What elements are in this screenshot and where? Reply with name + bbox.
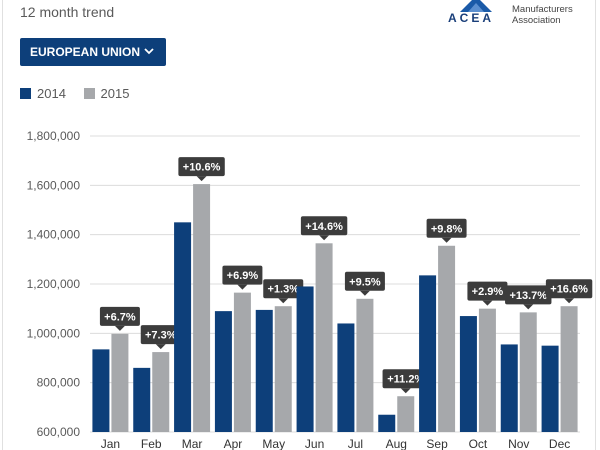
legend-swatch-2014 bbox=[20, 88, 31, 99]
change-badge bbox=[222, 265, 263, 285]
change-badge-pointer bbox=[196, 176, 207, 182]
logo-text: ACEA bbox=[448, 11, 495, 25]
change-badge-pointer bbox=[564, 298, 575, 304]
change-label: +2.9% bbox=[472, 286, 504, 298]
chart-subtitle: 12 month trend bbox=[20, 4, 115, 20]
legend-label-2014: 2014 bbox=[37, 86, 66, 101]
legend-item-2014[interactable]: 2014 bbox=[20, 86, 66, 101]
change-badge-pointer bbox=[400, 388, 411, 394]
logo-line-2: Association bbox=[512, 15, 561, 26]
bar-2015-feb[interactable] bbox=[152, 352, 170, 432]
change-label: +13.7% bbox=[509, 290, 547, 302]
change-badge-pointer bbox=[441, 237, 452, 243]
change-label: +11.2% bbox=[387, 374, 424, 386]
x-tick-label: Oct bbox=[469, 437, 488, 450]
change-badge bbox=[263, 279, 304, 299]
bar-2015-jul[interactable] bbox=[356, 298, 374, 432]
y-tick-label: 1,200,000 bbox=[27, 277, 81, 291]
change-label: +14.6% bbox=[305, 221, 343, 233]
acea-logo-icon bbox=[460, 0, 492, 12]
logo-line-1: Manufacturers bbox=[512, 4, 573, 15]
bar-2014-nov[interactable] bbox=[500, 344, 518, 432]
bar-2015-aug[interactable] bbox=[397, 396, 415, 432]
x-tick-label: Jan bbox=[101, 437, 120, 450]
change-badge bbox=[300, 216, 348, 236]
bar-2014-oct[interactable] bbox=[459, 316, 477, 432]
y-tick-label: 600,000 bbox=[37, 425, 81, 439]
chevron-down-icon bbox=[144, 48, 154, 55]
acea-logo: ACEA Manufacturers Association bbox=[448, 0, 598, 30]
bar-2015-nov[interactable] bbox=[519, 312, 537, 432]
y-tick-label: 1,600,000 bbox=[27, 178, 81, 192]
change-badge-pointer bbox=[359, 290, 370, 296]
change-badge bbox=[344, 271, 385, 291]
change-label: +9.8% bbox=[431, 223, 463, 235]
change-badge bbox=[426, 218, 467, 238]
change-badge-pointer bbox=[155, 344, 166, 350]
change-badge-pointer bbox=[237, 284, 248, 290]
bar-2015-oct[interactable] bbox=[478, 308, 496, 432]
region-dropdown-label: EUROPEAN UNION bbox=[30, 45, 141, 59]
legend-swatch-2015 bbox=[83, 88, 95, 99]
bar-2015-may[interactable] bbox=[274, 306, 292, 432]
change-label: +6.9% bbox=[227, 270, 259, 282]
change-badge bbox=[505, 285, 552, 305]
region-dropdown[interactable]: EUROPEAN UNION bbox=[20, 38, 166, 66]
y-tick-label: 800,000 bbox=[37, 376, 81, 390]
legend-item-2015[interactable]: 2015 bbox=[83, 86, 130, 101]
x-tick-label: Sep bbox=[426, 437, 448, 450]
change-badge bbox=[467, 281, 508, 301]
change-badge bbox=[99, 306, 140, 326]
bar-2015-sep[interactable] bbox=[438, 245, 456, 432]
change-badge bbox=[140, 325, 181, 345]
change-label: +9.5% bbox=[349, 276, 381, 288]
y-tick-label: 1,800,000 bbox=[27, 129, 81, 143]
x-tick-label: Apr bbox=[224, 437, 243, 450]
bar-2014-sep[interactable] bbox=[419, 275, 437, 432]
y-tick-label: 1,400,000 bbox=[27, 228, 81, 242]
bar-2015-jun[interactable] bbox=[315, 243, 333, 432]
x-tick-label: Feb bbox=[141, 437, 162, 450]
bar-2014-jul[interactable] bbox=[337, 323, 355, 432]
bar-2014-may[interactable] bbox=[255, 309, 273, 432]
x-tick-label: Nov bbox=[508, 437, 529, 450]
bar-2014-jan[interactable] bbox=[92, 349, 110, 432]
x-tick-label: Jun bbox=[305, 437, 324, 450]
legend-label-2015: 2015 bbox=[100, 86, 130, 101]
bar-2015-mar[interactable] bbox=[193, 184, 211, 432]
change-label: +1.3% bbox=[268, 284, 300, 296]
change-badge-pointer bbox=[482, 300, 493, 306]
change-badge-pointer bbox=[319, 235, 330, 241]
change-badge-pointer bbox=[278, 298, 289, 304]
change-badge-pointer bbox=[114, 325, 125, 331]
change-label: +6.7% bbox=[104, 311, 136, 323]
change-badge bbox=[545, 279, 593, 299]
change-label: +16.6% bbox=[550, 284, 588, 296]
x-tick-label: Aug bbox=[386, 437, 407, 450]
bar-2014-mar[interactable] bbox=[174, 222, 192, 432]
change-badge bbox=[178, 157, 225, 177]
bar-2014-aug[interactable] bbox=[378, 414, 396, 432]
chart-legend: 2014 2015 bbox=[20, 86, 143, 102]
x-tick-label: Jul bbox=[348, 437, 363, 450]
bar-2014-dec[interactable] bbox=[541, 345, 559, 432]
bar-2015-dec[interactable] bbox=[560, 306, 578, 432]
y-tick-label: 1,000,000 bbox=[27, 326, 81, 340]
x-tick-label: Mar bbox=[182, 437, 203, 450]
bar-2014-apr[interactable] bbox=[214, 311, 232, 432]
bar-2015-apr[interactable] bbox=[233, 292, 251, 432]
bar-2015-jan[interactable] bbox=[111, 333, 129, 432]
x-tick-label: May bbox=[262, 437, 285, 450]
change-badge bbox=[382, 369, 429, 389]
change-badge-pointer bbox=[523, 304, 534, 310]
change-label: +10.6% bbox=[183, 162, 221, 174]
bar-2014-feb[interactable] bbox=[133, 367, 151, 432]
bar-2014-jun[interactable] bbox=[296, 286, 314, 432]
change-label: +7.3% bbox=[145, 330, 177, 342]
x-tick-label: Dec bbox=[549, 437, 570, 450]
